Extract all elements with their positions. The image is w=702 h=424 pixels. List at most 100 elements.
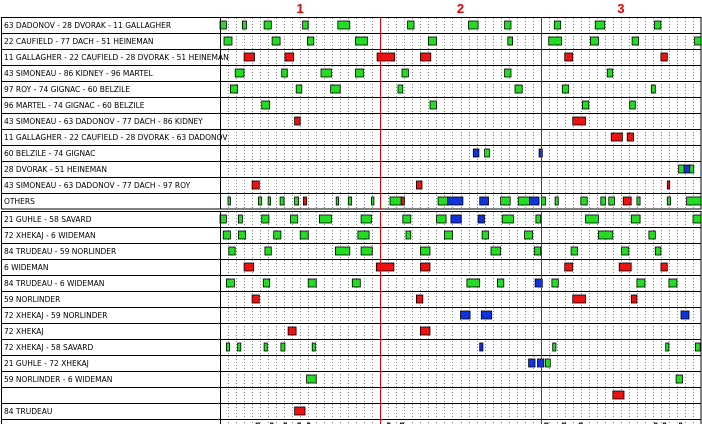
shift-bar[interactable]	[271, 36, 281, 46]
shift-bar[interactable]	[481, 230, 489, 240]
shift-bar[interactable]	[507, 36, 513, 46]
shift-bar[interactable]	[590, 36, 599, 46]
shift-bar[interactable]	[552, 342, 557, 352]
shift-bar[interactable]	[284, 52, 295, 62]
shift-bar[interactable]	[600, 196, 606, 206]
shift-bar[interactable]	[694, 36, 702, 46]
shift-bar[interactable]	[402, 214, 412, 224]
shift-bar[interactable]	[429, 100, 437, 110]
shift-bar[interactable]	[654, 20, 662, 30]
shift-bar[interactable]	[419, 52, 432, 62]
shift-bar[interactable]	[355, 36, 368, 46]
shift-bar[interactable]	[501, 214, 514, 224]
shift-bar[interactable]	[436, 214, 447, 224]
shift-bar[interactable]	[675, 374, 683, 384]
shift-bar[interactable]	[407, 20, 415, 30]
shift-bar[interactable]	[415, 180, 423, 190]
shift-bar[interactable]	[225, 342, 230, 352]
shift-bar[interactable]	[636, 196, 641, 206]
shift-bar[interactable]	[241, 20, 247, 30]
shift-bar[interactable]	[251, 180, 260, 190]
shift-bar[interactable]	[479, 342, 484, 352]
shift-bar[interactable]	[630, 294, 638, 304]
shift-bar[interactable]	[554, 196, 559, 206]
shift-bar[interactable]	[648, 230, 656, 240]
shift-bar[interactable]	[610, 132, 623, 142]
shift-bar[interactable]	[450, 214, 462, 224]
shift-bar[interactable]	[405, 230, 412, 240]
shift-bar[interactable]	[570, 246, 578, 256]
shift-bar[interactable]	[258, 196, 263, 206]
shift-bar[interactable]	[262, 278, 271, 288]
shift-bar[interactable]	[237, 214, 243, 224]
shift-bar[interactable]	[279, 196, 285, 206]
shift-bar[interactable]	[631, 36, 639, 46]
shift-bar[interactable]	[294, 406, 306, 416]
shift-bar[interactable]	[606, 68, 614, 78]
shift-bar[interactable]	[267, 196, 271, 206]
shift-bar[interactable]	[320, 68, 332, 78]
shift-bar[interactable]	[598, 230, 614, 240]
shift-bar[interactable]	[444, 230, 453, 240]
shift-bar[interactable]	[447, 196, 464, 206]
shift-bar[interactable]	[223, 36, 233, 46]
shift-bar[interactable]	[237, 230, 246, 240]
shift-bar[interactable]	[660, 262, 668, 272]
shift-bar[interactable]	[375, 262, 395, 272]
shift-bar[interactable]	[668, 278, 678, 288]
shift-bar[interactable]	[371, 196, 375, 206]
shift-bar[interactable]	[683, 164, 691, 174]
shift-bar[interactable]	[264, 246, 272, 256]
shift-bar[interactable]	[334, 246, 351, 256]
shift-bar[interactable]	[490, 246, 502, 256]
shift-bar[interactable]	[234, 68, 245, 78]
shift-bar[interactable]	[228, 246, 236, 256]
shift-bar[interactable]	[347, 196, 352, 206]
shift-bar[interactable]	[660, 52, 668, 62]
shift-bar[interactable]	[376, 52, 396, 62]
shift-bar[interactable]	[484, 148, 490, 158]
shift-bar[interactable]	[524, 230, 533, 240]
shift-bar[interactable]	[582, 100, 590, 110]
shift-bar[interactable]	[479, 196, 489, 206]
shift-bar[interactable]	[306, 36, 315, 46]
shift-bar[interactable]	[545, 358, 551, 368]
shift-bar[interactable]	[237, 342, 242, 352]
shift-bar[interactable]	[427, 36, 437, 46]
shift-bar[interactable]	[302, 196, 307, 206]
shift-bar[interactable]	[280, 342, 286, 352]
shift-bar[interactable]	[561, 84, 570, 94]
shift-bar[interactable]	[621, 246, 630, 256]
shift-bar[interactable]	[504, 68, 512, 78]
shift-bar[interactable]	[299, 230, 309, 240]
shift-bar[interactable]	[534, 278, 543, 288]
shift-bar[interactable]	[580, 196, 588, 206]
shift-bar[interactable]	[290, 214, 299, 224]
shift-bar[interactable]	[572, 294, 586, 304]
shift-bar[interactable]	[229, 84, 238, 94]
shift-bar[interactable]	[360, 246, 373, 256]
shift-bar[interactable]	[295, 84, 303, 94]
shift-bar[interactable]	[243, 52, 255, 62]
shift-bar[interactable]	[360, 214, 372, 224]
shift-bar[interactable]	[330, 84, 341, 94]
shift-bar[interactable]	[468, 20, 479, 30]
shift-bar[interactable]	[389, 196, 402, 206]
shift-bar[interactable]	[243, 262, 255, 272]
shift-bar[interactable]	[612, 390, 625, 400]
shift-bar[interactable]	[680, 310, 690, 320]
shift-bar[interactable]	[355, 68, 364, 78]
shift-bar[interactable]	[654, 246, 662, 256]
shift-bar[interactable]	[251, 294, 260, 304]
shift-bar[interactable]	[480, 310, 493, 320]
shift-bar[interactable]	[415, 294, 424, 304]
shift-bar[interactable]	[318, 214, 332, 224]
shift-bar[interactable]	[666, 180, 671, 190]
shift-bar[interactable]	[629, 100, 636, 110]
shift-bar[interactable]	[466, 278, 481, 288]
shift-bar[interactable]	[306, 374, 317, 384]
shift-bar[interactable]	[294, 196, 300, 206]
shift-bar[interactable]	[692, 214, 702, 224]
shift-bar[interactable]	[307, 278, 317, 288]
shift-bar[interactable]	[535, 214, 542, 224]
